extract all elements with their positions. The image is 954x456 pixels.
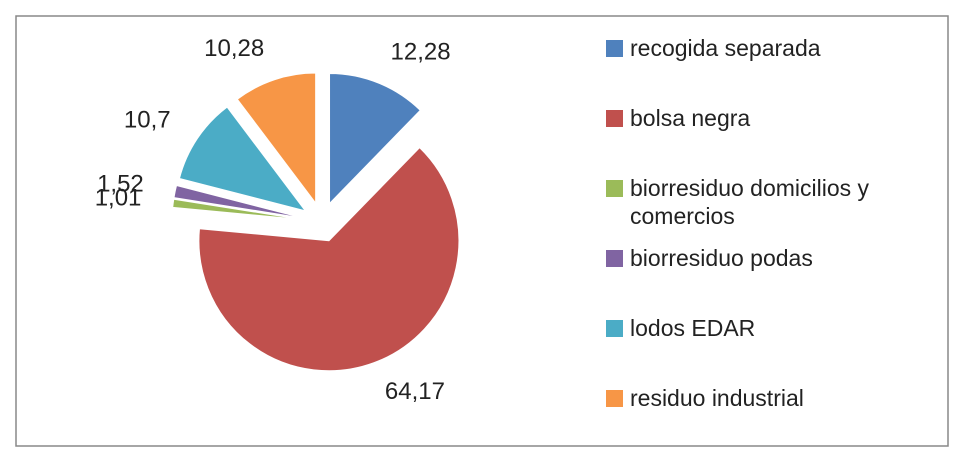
legend-swatch	[606, 320, 623, 337]
legend-item: bolsa negra	[606, 100, 946, 170]
pie-slice	[329, 72, 421, 205]
legend-label: recogida separada	[630, 35, 821, 61]
legend-label: bolsa negra	[630, 105, 751, 131]
legend-item: biorresiduo podas	[606, 240, 946, 310]
legend-item: biorresiduo domicilios y comercios	[606, 170, 946, 240]
legend-item: lodos EDAR	[606, 310, 946, 380]
legend-label: biorresiduo domicilios y comercios	[630, 175, 870, 229]
legend-swatch	[606, 40, 623, 57]
data-label: 1,52	[97, 170, 144, 197]
pie-slice	[198, 146, 460, 372]
legend-label: residuo industrial	[630, 385, 804, 411]
data-label: 10,28	[204, 35, 264, 62]
pie-slice	[173, 184, 303, 219]
legend: recogida separada bolsa negra biorresiduo …	[606, 30, 946, 450]
legend-swatch	[606, 180, 623, 197]
data-label: 10,7	[124, 106, 171, 133]
legend-swatch	[606, 110, 623, 127]
data-label: 1,01	[95, 185, 142, 212]
chart-border	[15, 15, 949, 447]
legend-item: recogida separada	[606, 30, 946, 100]
legend-swatch	[606, 250, 623, 267]
legend-swatch	[606, 390, 623, 407]
pie-slice	[236, 72, 317, 205]
pie-slice	[172, 198, 303, 221]
legend-label: lodos EDAR	[630, 315, 756, 341]
data-label: 12,28	[391, 39, 451, 66]
data-label: 64,17	[385, 378, 445, 405]
legend-label: biorresiduo podas	[630, 245, 813, 271]
pie-slice	[178, 106, 307, 212]
legend-item: residuo industrial	[606, 380, 946, 450]
